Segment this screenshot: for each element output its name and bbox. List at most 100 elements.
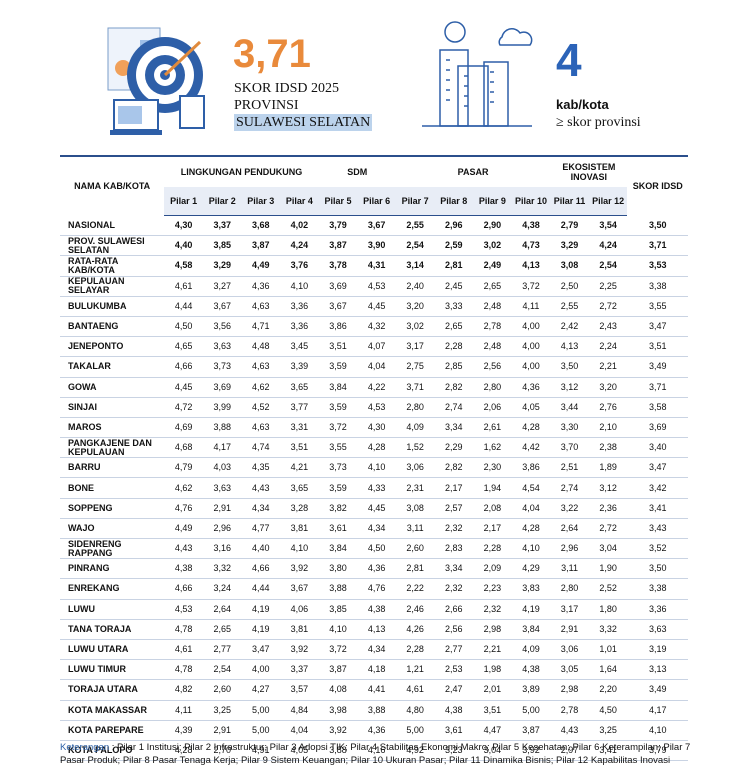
score-cell: 3,39 (280, 356, 319, 378)
score-cell: 4,61 (395, 679, 435, 701)
score-cell: 3,50 (627, 215, 688, 237)
score-cell: 3,57 (280, 679, 319, 701)
score-cell: 3,08 (550, 255, 589, 277)
score-cell: 3,82 (318, 498, 358, 519)
pillar-header: Pilar 5 (318, 187, 358, 216)
region-name: BARRU (60, 457, 165, 479)
score-cell: 4,10 (627, 720, 688, 741)
score-cell: 4,53 (164, 599, 203, 620)
score-cell: 2,08 (473, 498, 512, 519)
table-row: PINRANG 4,38 3,32 4,66 3,92 3,80 4,36 2,81 3,34 2… (60, 558, 688, 580)
score-cell: 2,91 (550, 619, 589, 640)
score-cell: 1,80 (588, 599, 628, 620)
count-caption: kab/kota (556, 97, 609, 112)
score-cell: 2,21 (473, 639, 512, 661)
region-name: NASIONAL (60, 215, 165, 237)
table-row: KOTA PAREPARE 4,39 2,91 5,00 4,04 3,92 4,36 5,0… (60, 720, 688, 741)
score-cell: 3,47 (627, 316, 688, 338)
score-cell: 3,86 (318, 316, 358, 338)
score-cell: 2,23 (473, 578, 512, 600)
group-header: LINGKUNGAN PENDUKUNG (164, 155, 319, 187)
score-cell: 2,28 (434, 336, 474, 358)
pillar-header: Pilar 2 (202, 187, 242, 216)
score-cell: 3,88 (357, 700, 396, 721)
score-cell: 4,00 (511, 336, 551, 358)
score-cell: 3,16 (202, 538, 242, 560)
score-cell: 2,21 (588, 356, 628, 378)
score-cell: 4,39 (164, 720, 203, 741)
score-cell: 4,78 (164, 659, 203, 681)
score-cell: 4,18 (357, 659, 396, 681)
score-cell: 1,64 (588, 659, 628, 681)
score-header: SKOR IDSD (627, 155, 688, 216)
score-cell: 4,43 (550, 720, 589, 741)
score-cell: 3,98 (318, 700, 358, 721)
score-cell: 4,19 (241, 619, 281, 640)
score-cell: 2,40 (395, 276, 435, 297)
score-cell: 3,36 (627, 599, 688, 620)
score-caption: SULAWESI SELATAN (234, 114, 373, 131)
score-cell: 4,30 (164, 215, 203, 237)
score-cell: 3,58 (627, 397, 688, 418)
score-cell: 3,71 (627, 235, 688, 257)
score-cell: 2,74 (434, 397, 474, 418)
score-cell: 2,66 (434, 599, 474, 620)
table-row: JENEPONTO 4,65 3,63 4,48 3,45 3,51 4,07 3,17 2,2… (60, 336, 688, 358)
score-cell: 3,41 (588, 740, 628, 762)
score-cell: 3,78 (318, 255, 358, 277)
score-value: 3,71 (233, 32, 311, 76)
score-cell: 4,62 (164, 477, 203, 499)
score-cell: 2,56 (473, 356, 512, 378)
score-cell: 4,28 (511, 518, 551, 540)
score-cell: 2,25 (588, 276, 628, 297)
score-cell: 4,44 (164, 296, 203, 317)
footnote-text: : Pilar 1 Institusi; Pilar 2 Infrastrukt… (60, 742, 691, 766)
score-cell: 3,36 (280, 316, 319, 338)
header-icons (107, 21, 533, 135)
pillar-header: Pilar 6 (357, 187, 396, 216)
score-cell: 2,77 (434, 639, 474, 661)
score-cell: 2,74 (550, 477, 589, 499)
score-cell: 3,87 (318, 235, 358, 257)
table-row: BARRU 4,79 4,03 4,35 4,21 3,73 4,10 3,06 2,82 2,3… (60, 457, 688, 479)
pillar-header: Pilar 9 (473, 187, 512, 216)
score-cell: 4,06 (280, 599, 319, 620)
score-cell: 3,83 (511, 578, 551, 600)
score-cell: 4,68 (164, 437, 203, 459)
score-cell: 4,62 (241, 377, 281, 398)
score-cell: 3,55 (627, 296, 688, 317)
score-cell: 2,80 (473, 377, 512, 398)
pillar-header: Pilar 8 (434, 187, 474, 216)
score-cell: 3,51 (280, 437, 319, 459)
score-cell: 4,52 (241, 397, 281, 418)
score-cell: 3,87 (511, 720, 551, 741)
region-name: SOPPENG (60, 498, 165, 519)
score-caption: SKOR IDSD 2025 (234, 81, 340, 96)
score-cell: 3,31 (280, 417, 319, 439)
score-cell: 3,63 (202, 336, 242, 358)
table-row: SOPPENG 4,76 2,91 4,34 3,28 3,82 4,45 3,08 2,57 2… (60, 498, 688, 519)
score-cell: 2,98 (473, 619, 512, 640)
score-caption: PROVINSI (234, 98, 299, 113)
score-cell: 3,49 (627, 679, 688, 701)
table-row: LUWU TIMUR 4,78 2,54 4,00 3,37 3,87 4,18 1,21 2,… (60, 659, 688, 681)
score-cell: 3,32 (588, 619, 628, 640)
score-cell: 5,00 (395, 720, 435, 741)
score-cell: 3,17 (395, 336, 435, 358)
score-cell: 2,96 (434, 215, 474, 237)
score-cell: 4,43 (241, 477, 281, 499)
score-cell: 3,59 (318, 397, 358, 418)
score-cell: 4,38 (164, 558, 203, 580)
score-cell: 3,72 (318, 417, 358, 439)
name-header: NAMA KAB/KOTA (60, 155, 165, 216)
region-name: KOTA MAKASSAR (60, 700, 165, 721)
score-cell: 3,65 (280, 477, 319, 499)
score-cell: 3,20 (588, 377, 628, 398)
score-cell: 4,92 (395, 740, 435, 762)
score-cell: 4,04 (511, 498, 551, 519)
score-cell: 4,43 (164, 538, 203, 560)
score-cell: 3,65 (280, 377, 319, 398)
table-row: SINJAI 4,72 3,99 4,52 3,77 3,59 4,53 2,80 2,74 2,… (60, 397, 688, 418)
score-cell: 1,21 (395, 659, 435, 681)
score-cell: 3,51 (473, 700, 512, 721)
